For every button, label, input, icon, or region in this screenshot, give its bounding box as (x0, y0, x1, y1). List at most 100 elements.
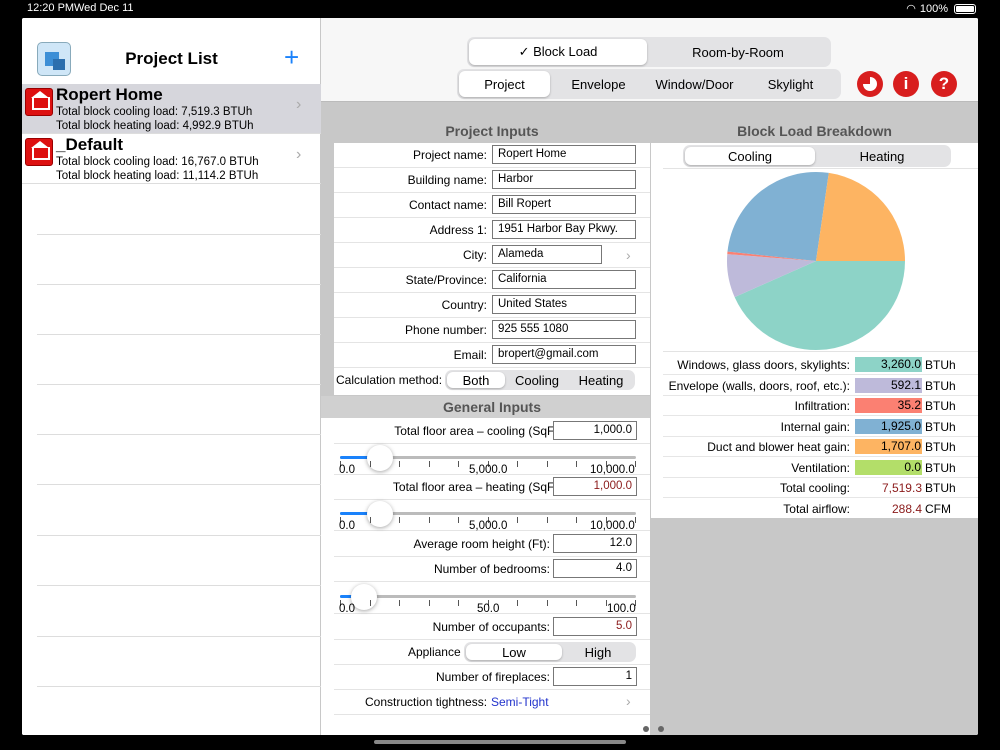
tightness-row[interactable]: Construction tightness: Semi-Tight › (334, 690, 650, 715)
room-height-input[interactable]: 12.0 (553, 534, 637, 553)
cool-area-input[interactable]: 1,000.0 (553, 421, 637, 440)
building-name-input[interactable]: Harbor (492, 170, 636, 189)
slider-track (340, 456, 636, 459)
slider-max-label: 10,000.0 (590, 464, 635, 476)
slider-tick (487, 600, 489, 606)
slider-track (340, 595, 636, 598)
row-label: Internal gain: (780, 419, 850, 434)
calc-option-cooling[interactable]: Cooling (514, 372, 560, 388)
breakdown-rows: Windows, glass doors, skylights: 3,260.0… (651, 354, 978, 518)
slider-tick (340, 600, 341, 606)
slider-tick (428, 461, 430, 467)
slider-mid-label: 5,000.0 (469, 520, 508, 532)
tab-window-door[interactable]: Window/Door (655, 76, 734, 92)
bedrooms-slider-row: 0.0 50.0 100.0 (334, 582, 650, 615)
tab-envelope[interactable]: Envelope (571, 76, 626, 92)
info-button[interactable]: i (893, 71, 919, 97)
slider-knob[interactable] (367, 445, 393, 471)
row-unit: BTUh (925, 440, 956, 454)
row-unit: BTUh (925, 378, 956, 393)
address-input[interactable]: 1951 Harbor Bay Pkwy. (492, 220, 636, 239)
breakdown-row-internal-gain: Internal gain: 1,925.0 BTUh (663, 416, 978, 437)
field-label: Contact name: (408, 198, 487, 212)
status-bar: 12:20 PM Wed Dec 11 ◠ 100% (0, 0, 1000, 16)
slider-knob[interactable] (350, 584, 377, 610)
detail-pane: ✓ Block Load Room-by-Room Project Envelo… (321, 18, 978, 735)
add-project-button[interactable]: + (284, 42, 300, 72)
breakdown-header: Block Load Breakdown (737, 123, 892, 139)
fireplaces-input[interactable]: 1 (553, 667, 637, 686)
project-row-ropert-home[interactable]: Ropert Home Total block cooling load: 7,… (22, 84, 321, 134)
cool-area-label: Total floor area – cooling (SqFt): (394, 424, 565, 438)
status-right: ◠ 100% (906, 2, 976, 15)
tab-cooling[interactable]: Cooling (685, 147, 815, 165)
project-cooling-load: Total block cooling load: 7,519.3 BTUh (56, 106, 253, 118)
slider-tick (458, 517, 459, 523)
row-label: Envelope (walls, doors, roof, etc.): (668, 378, 850, 393)
chevron-right-icon[interactable]: › (626, 247, 631, 263)
heat-area-slider[interactable] (340, 501, 636, 527)
pie-chart-button[interactable] (857, 71, 883, 97)
project-name-input[interactable]: Ropert Home (492, 145, 636, 164)
country-input[interactable]: United States (492, 295, 636, 314)
tightness-value[interactable]: Semi-Tight (491, 695, 549, 709)
cool-area-slider[interactable] (340, 445, 636, 471)
slider-tick (546, 461, 548, 467)
row-value: 3,260.0 (855, 357, 922, 372)
divider (663, 351, 978, 352)
room-height-row: Average room height (Ft): 12.0 (334, 532, 650, 557)
empty-row-divider (37, 284, 321, 285)
calc-option-both[interactable]: Both (447, 372, 505, 388)
project-name: _Default (56, 135, 124, 154)
field-city: City: Alameda › (334, 243, 650, 268)
slider-ticks (340, 517, 636, 525)
tab-skylight[interactable]: Skylight (767, 76, 814, 92)
wifi-icon: ◠ (906, 3, 916, 15)
slider-tick (635, 461, 636, 467)
slider-tick (428, 600, 430, 606)
tab-heating[interactable]: Heating (859, 148, 905, 164)
airflow-value: 288.4 (891, 501, 922, 516)
chevron-right-icon: › (296, 146, 302, 163)
tab-project[interactable]: Project (459, 71, 550, 97)
empty-row-divider (37, 234, 321, 235)
app-logo-icon[interactable] (37, 42, 71, 76)
bedrooms-input[interactable]: 4.0 (553, 559, 637, 578)
bedrooms-slider[interactable] (340, 584, 636, 610)
field-contact-name: Contact name: Bill Ropert (334, 193, 650, 218)
row-label: Total cooling: (779, 481, 850, 495)
breakdown-row-ventilation: Ventilation: 0.0 BTUh (663, 457, 978, 478)
pie-slice-duct-and-blower-heat-gain (816, 172, 905, 261)
page-dot (658, 726, 664, 732)
city-input[interactable]: Alameda (492, 245, 602, 264)
heat-area-input[interactable]: 1,000.0 (553, 477, 637, 496)
appliance-option-high[interactable]: High (584, 644, 612, 660)
tab-room-by-room[interactable]: Room-by-Room (692, 44, 784, 60)
general-inputs-header: General Inputs (442, 399, 542, 415)
page-dot (643, 726, 649, 732)
tab-block-load[interactable]: ✓ Block Load (469, 39, 647, 65)
empty-row-divider (37, 434, 321, 435)
slider-tick (458, 600, 459, 606)
project-row-default[interactable]: _Default Total block cooling load: 16,76… (22, 134, 321, 184)
calc-option-heating[interactable]: Heating (578, 372, 624, 388)
field-address: Address 1: 1951 Harbor Bay Pkwy. (334, 218, 650, 243)
next-row-partial (334, 715, 650, 735)
slider-tick (517, 600, 518, 606)
help-button[interactable]: ? (931, 71, 957, 97)
tightness-label: Construction tightness: (365, 695, 488, 709)
appliance-option-low[interactable]: Low (466, 644, 562, 660)
slider-ticks (340, 461, 636, 469)
slider-tick (635, 600, 636, 606)
contact-name-input[interactable]: Bill Ropert (492, 195, 636, 214)
phone-input[interactable]: 925 555 1080 (492, 320, 636, 339)
state-input[interactable]: California (492, 270, 636, 289)
slider-min-label: 0.0 (339, 464, 355, 476)
slider-knob[interactable] (367, 501, 393, 527)
email-input[interactable]: bropert@gmail.com (492, 345, 636, 364)
battery-icon (954, 3, 976, 14)
breakdown-pie-chart (727, 172, 905, 350)
occupants-input[interactable]: 5.0 (553, 617, 637, 636)
slider-tick (399, 517, 400, 523)
